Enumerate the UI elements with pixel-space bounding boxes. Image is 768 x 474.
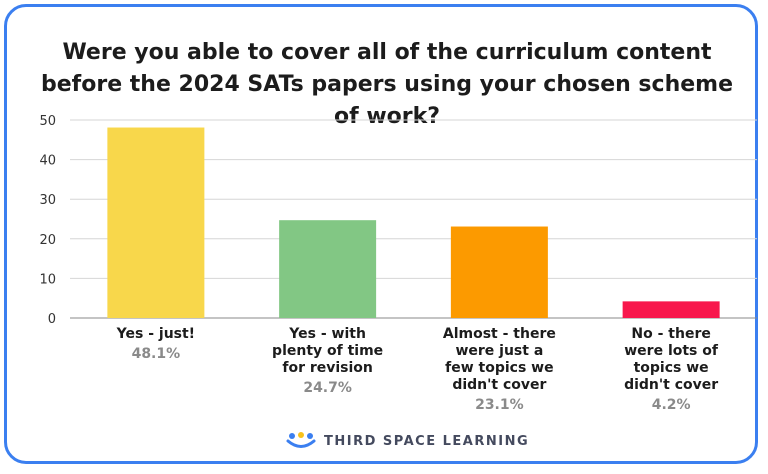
value-label: 23.1% (475, 397, 524, 413)
third-space-learning-logo-icon (286, 432, 316, 448)
bar-1 (107, 127, 205, 318)
category-label: were lots of (624, 343, 719, 359)
y-axis-ticks: 0 10 20 30 40 50 (39, 114, 56, 327)
bar-4 (622, 301, 720, 318)
category-label: didn't cover (624, 377, 718, 393)
category-label: plenty of time (272, 343, 383, 359)
category-label: didn't cover (452, 377, 546, 393)
y-tick-label: 10 (39, 272, 56, 287)
bar-3 (450, 226, 548, 318)
category-label: for revision (282, 360, 373, 376)
y-tick-label: 0 (48, 312, 56, 327)
category-label: few topics we (445, 360, 553, 376)
chart-title: Were you able to cover all of the curric… (40, 40, 733, 129)
category-label: Yes - with (288, 326, 366, 342)
bars (107, 127, 720, 318)
category-label: Yes - just! (116, 326, 195, 342)
category-label: Almost - there (443, 326, 556, 342)
category-label: were just a (455, 343, 543, 359)
y-tick-label: 20 (39, 233, 56, 248)
category-label: topics we (634, 360, 709, 376)
value-label: 4.2% (652, 397, 691, 413)
brand-logo: THIRD SPACE LEARNING (286, 432, 529, 450)
y-tick-label: 40 (39, 154, 56, 169)
y-tick-label: 30 (39, 193, 56, 208)
brand-name: THIRD SPACE LEARNING (324, 433, 530, 449)
y-tick-label: 50 (39, 114, 56, 129)
value-label: 24.7% (303, 380, 352, 396)
category-label: No - there (631, 326, 710, 342)
bar-2 (279, 220, 377, 318)
value-label: 48.1% (132, 346, 181, 362)
